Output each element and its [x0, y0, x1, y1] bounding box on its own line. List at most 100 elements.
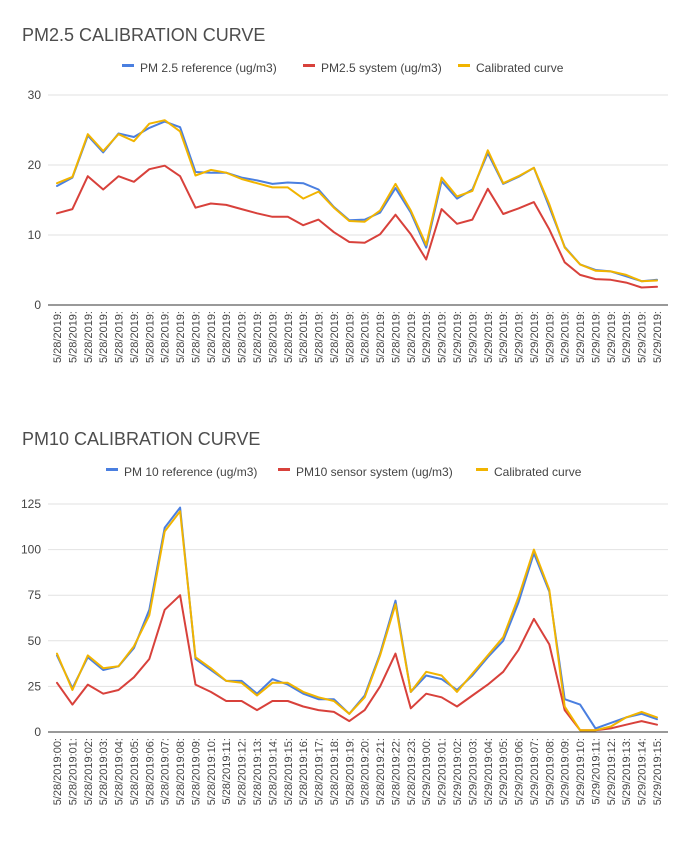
x-tick-label: 5/29/2019:01:: [437, 738, 449, 805]
x-tick-label: 5/28/2019:: [83, 311, 95, 363]
x-tick-label: 5/28/2019:03:: [98, 738, 110, 805]
x-tick-label: 5/28/2019:: [406, 311, 418, 363]
x-tick-label: 5/29/2019:03:: [467, 738, 479, 805]
x-tick-label: 5/28/2019:: [175, 311, 187, 363]
y-tick-label: 30: [28, 88, 42, 102]
x-tick-label: 5/28/2019:19:: [344, 738, 356, 805]
x-tick-label: 5/28/2019:18:: [329, 738, 341, 805]
x-tick-label: 5/29/2019:08:: [544, 738, 556, 805]
x-tick-label: 5/28/2019:: [190, 311, 202, 363]
x-tick-label: 5/29/2019:: [437, 311, 449, 363]
y-tick-label: 75: [28, 588, 42, 602]
x-tick-label: 5/29/2019:: [590, 311, 602, 363]
x-tick-label: 5/29/2019:02:: [452, 738, 464, 805]
x-tick-label: 5/28/2019:15:: [283, 738, 295, 805]
x-tick-label: 5/29/2019:13:: [621, 738, 633, 805]
x-tick-label: 5/29/2019:: [606, 311, 618, 363]
x-tick-label: 5/28/2019:: [98, 311, 110, 363]
x-tick-label: 5/29/2019:14:: [637, 738, 649, 805]
x-tick-label: 5/29/2019:07:: [529, 738, 541, 805]
x-tick-label: 5/28/2019:: [144, 311, 156, 363]
y-tick-label: 100: [21, 543, 41, 557]
x-tick-label: 5/29/2019:: [575, 311, 587, 363]
x-tick-label: 5/28/2019:14:: [267, 738, 279, 805]
x-tick-label: 5/28/2019:: [267, 311, 279, 363]
series-line-1: [56, 164, 658, 289]
x-tick-label: 5/29/2019:06:: [514, 738, 526, 805]
pm10-calibration-chart: PM10 CALIBRATION CURVE PM 10 reference (…: [21, 429, 668, 805]
x-tick-label: 5/28/2019:: [344, 311, 356, 363]
legend-label: PM 2.5 reference (ug/m3): [140, 61, 277, 75]
x-tick-label: 5/29/2019:: [467, 311, 479, 363]
x-tick-label: 5/28/2019:00:: [52, 738, 64, 805]
legend-label: Calibrated curve: [476, 61, 564, 75]
x-tick-label: 5/28/2019:10:: [206, 738, 218, 805]
x-tick-label: 5/28/2019:: [206, 311, 218, 363]
x-tick-label: 5/29/2019:05:: [498, 738, 510, 805]
x-tick-label: 5/28/2019:: [129, 311, 141, 363]
x-tick-label: 5/29/2019:: [529, 311, 541, 363]
x-tick-label: 5/28/2019:: [360, 311, 372, 363]
x-tick-label: 5/28/2019:20:: [360, 738, 372, 805]
x-tick-label: 5/29/2019:: [652, 311, 664, 363]
x-tick-label: 5/28/2019:: [252, 311, 264, 363]
x-tick-label: 5/29/2019:: [544, 311, 556, 363]
x-tick-label: 5/28/2019:21:: [375, 738, 387, 805]
x-tick-label: 5/28/2019:: [52, 311, 64, 363]
x-tick-label: 5/28/2019:04:: [114, 738, 126, 805]
x-tick-label: 5/29/2019:15:: [652, 738, 664, 805]
x-tick-label: 5/28/2019:08:: [175, 738, 187, 805]
pm25-calibration-chart: PM2.5 CALIBRATION CURVE PM 2.5 reference…: [22, 25, 668, 363]
x-tick-label: 5/29/2019:: [452, 311, 464, 363]
x-tick-label: 5/29/2019:: [483, 311, 495, 363]
x-tick-label: 5/29/2019:10:: [575, 738, 587, 805]
legend-swatch: [278, 468, 290, 471]
x-tick-label: 5/29/2019:: [421, 311, 433, 363]
x-tick-label: 5/28/2019:: [283, 311, 295, 363]
x-tick-label: 5/28/2019:: [237, 311, 249, 363]
y-tick-label: 10: [28, 228, 42, 242]
x-tick-label: 5/29/2019:: [621, 311, 633, 363]
x-tick-label: 5/28/2019:17:: [314, 738, 326, 805]
legend-swatch: [122, 64, 134, 67]
x-tick-label: 5/28/2019:: [221, 311, 233, 363]
series-line-1: [56, 594, 658, 732]
legend-label: PM10 sensor system (ug/m3): [296, 465, 453, 479]
chart-title: PM2.5 CALIBRATION CURVE: [22, 25, 265, 45]
y-tick-label: 0: [34, 298, 41, 312]
legend-swatch: [458, 64, 470, 67]
legend-label: PM 10 reference (ug/m3): [124, 465, 257, 479]
x-tick-label: 5/29/2019:: [498, 311, 510, 363]
legend-swatch: [476, 468, 488, 471]
x-tick-label: 5/28/2019:13:: [252, 738, 264, 805]
x-tick-label: 5/29/2019:: [637, 311, 649, 363]
series-line-2: [56, 119, 658, 283]
legend-swatch: [106, 468, 118, 471]
x-tick-label: 5/28/2019:: [114, 311, 126, 363]
x-tick-label: 5/28/2019:16:: [298, 738, 310, 805]
x-tick-label: 5/29/2019:12:: [606, 738, 618, 805]
x-tick-label: 5/28/2019:01:: [67, 738, 79, 805]
y-tick-label: 20: [28, 158, 42, 172]
x-tick-label: 5/28/2019:05:: [129, 738, 141, 805]
series-line-2: [56, 510, 658, 732]
x-tick-label: 5/28/2019:11:: [221, 738, 233, 804]
x-tick-label: 5/29/2019:11:: [590, 738, 602, 804]
y-tick-label: 125: [21, 497, 41, 511]
y-tick-label: 50: [28, 634, 42, 648]
x-tick-label: 5/28/2019:02:: [83, 738, 95, 805]
series-line-0: [56, 120, 658, 283]
x-tick-label: 5/28/2019:06:: [144, 738, 156, 805]
chart-title: PM10 CALIBRATION CURVE: [22, 429, 260, 449]
x-tick-label: 5/28/2019:12:: [237, 738, 249, 805]
legend-label: PM2.5 system (ug/m3): [321, 61, 442, 75]
x-tick-label: 5/29/2019:04:: [483, 738, 495, 805]
x-tick-label: 5/28/2019:22:: [390, 738, 402, 805]
legend-swatch: [303, 64, 315, 67]
x-tick-label: 5/28/2019:: [160, 311, 172, 363]
x-tick-label: 5/29/2019:: [560, 311, 572, 363]
y-tick-label: 25: [28, 679, 42, 693]
x-tick-label: 5/28/2019:23:: [406, 738, 418, 805]
y-tick-label: 0: [34, 725, 41, 739]
